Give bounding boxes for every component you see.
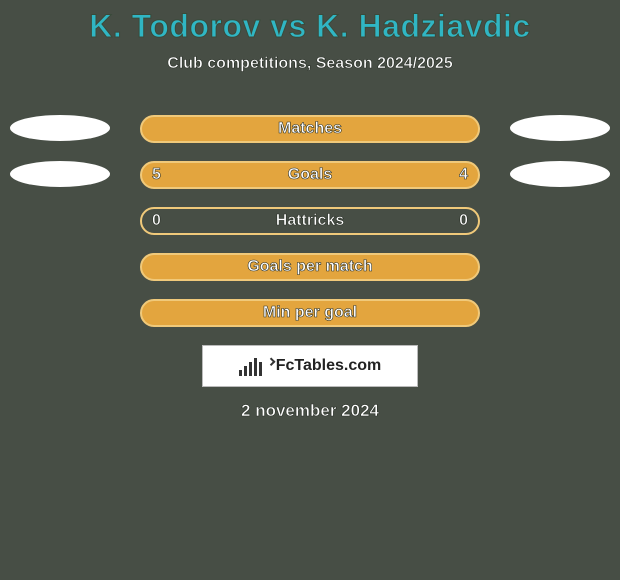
side-ellipse-right xyxy=(510,115,610,141)
stat-label: Hattricks xyxy=(276,212,344,230)
stat-row: Goals 5 4 xyxy=(0,161,620,189)
comparison-card: K. Todorov vs K. Hadziavdic Club competi… xyxy=(0,0,620,580)
stat-value-left: 5 xyxy=(152,166,161,184)
stat-row: Min per goal xyxy=(0,299,620,327)
stat-pill: Min per goal xyxy=(140,299,480,327)
logo-arrow-icon xyxy=(267,358,275,366)
logo-bars-icon xyxy=(239,356,262,376)
page-title: K. Todorov vs K. Hadziavdic xyxy=(0,0,620,45)
stats-block: Matches Goals 5 4 Hattricks 0 0 Goals per match… xyxy=(0,115,620,327)
stat-pill: Goals per match xyxy=(140,253,480,281)
logo-box[interactable]: FcTables.com xyxy=(202,345,418,387)
stat-label: Min per goal xyxy=(263,304,357,322)
stat-value-right: 0 xyxy=(459,212,468,230)
stat-row: Hattricks 0 0 xyxy=(0,207,620,235)
stat-row: Matches xyxy=(0,115,620,143)
date-text: 2 november 2024 xyxy=(0,401,620,421)
stat-label: Matches xyxy=(278,120,342,138)
stat-label: Goals per match xyxy=(247,258,372,276)
stat-row: Goals per match xyxy=(0,253,620,281)
stat-label: Goals xyxy=(288,166,332,184)
stat-value-left: 0 xyxy=(152,212,161,230)
side-ellipse-left xyxy=(10,161,110,187)
stat-value-right: 4 xyxy=(459,166,468,184)
side-ellipse-right xyxy=(510,161,610,187)
side-ellipse-left xyxy=(10,115,110,141)
logo-text: FcTables.com xyxy=(276,357,382,375)
stat-pill: Hattricks 0 0 xyxy=(140,207,480,235)
subtitle: Club competitions, Season 2024/2025 xyxy=(0,55,620,73)
stat-pill: Matches xyxy=(140,115,480,143)
stat-pill: Goals 5 4 xyxy=(140,161,480,189)
